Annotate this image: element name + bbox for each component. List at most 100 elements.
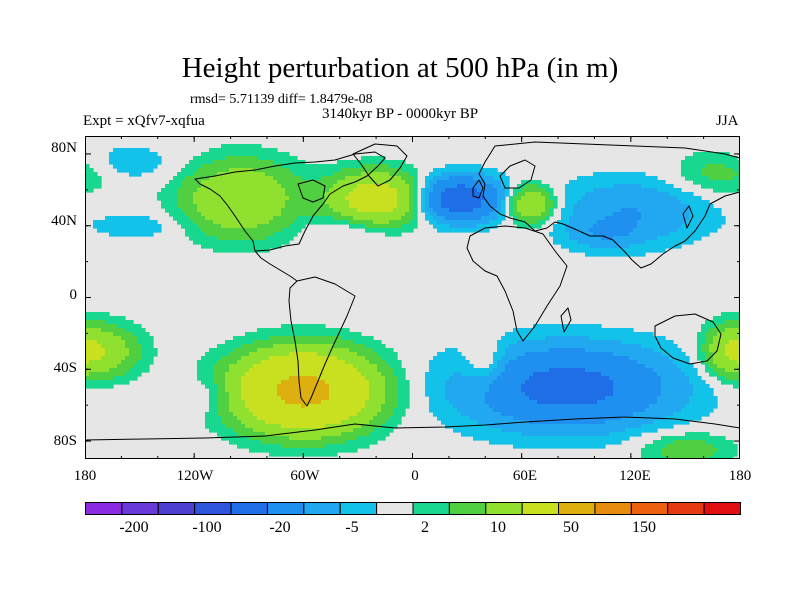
field-cell [253,368,258,373]
field-cell [185,180,190,185]
field-cell [205,364,210,369]
field-cell [521,196,526,201]
field-cell [433,180,438,185]
field-cell [589,352,594,357]
field-cell [577,344,582,349]
field-cell [489,220,494,225]
field-cell [505,180,510,185]
field-cell [541,384,546,389]
field-cell [369,208,374,213]
field-cell [593,396,598,401]
field-cell [129,324,134,329]
field-cell [653,176,658,181]
field-cell [537,216,542,221]
field-cell [237,156,242,161]
field-cell [385,372,390,377]
field-cell [541,396,546,401]
field-cell [137,220,142,225]
field-cell [321,172,326,177]
field-cell [257,348,262,353]
field-cell [485,384,490,389]
field-cell [621,208,626,213]
field-cell [629,224,634,229]
field-cell [213,396,218,401]
field-cell [633,216,638,221]
field-cell [529,392,534,397]
field-cell [601,192,606,197]
field-cell [169,188,174,193]
field-cell [225,392,230,397]
field-cell [517,364,522,369]
field-cell [389,228,394,233]
field-cell [389,212,394,217]
field-cell [457,196,462,201]
field-cell [617,208,622,213]
field-cell [269,196,274,201]
field-cell [305,176,310,181]
lon-label-120e: 120E [605,468,665,485]
field-cell [545,212,550,217]
field-cell [405,220,410,225]
field-cell [609,240,614,245]
field-cell [689,196,694,201]
field-cell [577,200,582,205]
field-cell [429,396,434,401]
field-cell [229,388,234,393]
field-cell [709,340,714,345]
field-cell [425,376,430,381]
field-cell [281,356,286,361]
field-cell [285,208,290,213]
field-cell [597,376,602,381]
field-cell [621,176,626,181]
field-cell [133,376,138,381]
field-cell [305,192,310,197]
field-cell [509,376,514,381]
field-cell [301,176,306,181]
field-cell [441,176,446,181]
field-cell [201,212,206,217]
field-cell [281,344,286,349]
field-cell [257,384,262,389]
field-cell [449,176,454,181]
field-cell [389,388,394,393]
field-cell [241,156,246,161]
field-cell [653,180,658,185]
field-cell [625,380,630,385]
field-cell [733,376,738,381]
field-cell [201,204,206,209]
field-cell [705,172,710,177]
field-cell [545,348,550,353]
field-cell [361,388,366,393]
field-cell [165,200,170,205]
field-cell [357,356,362,361]
field-cell [593,324,598,329]
field-cell [505,356,510,361]
field-cell [205,384,210,389]
field-cell [465,220,470,225]
field-cell [485,176,490,181]
field-cell [613,380,618,385]
field-cell [453,204,458,209]
field-cell [505,348,510,353]
field-cell [445,228,450,233]
field-cell [305,340,310,345]
field-cell [89,332,94,337]
field-cell [697,172,702,177]
field-cell [185,196,190,201]
field-cell [433,176,438,181]
field-cell [493,184,498,189]
field-cell [653,196,658,201]
field-cell [349,192,354,197]
field-cell [729,328,734,333]
field-cell [581,192,586,197]
field-cell [593,368,598,373]
field-cell [205,152,210,157]
field-cell [185,212,190,217]
field-cell [269,216,274,221]
field-cell [197,172,202,177]
field-cell [125,380,130,385]
field-cell [481,376,486,381]
field-cell [109,156,114,161]
field-cell [277,156,282,161]
field-cell [197,220,202,225]
